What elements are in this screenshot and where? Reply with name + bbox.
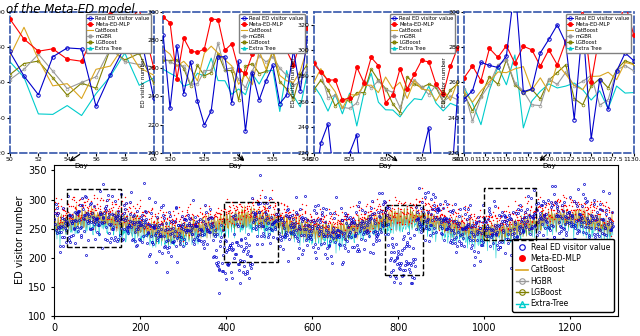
Legend: Real ED visitor value, Meta-ED-MLP, CatBoost, mGBR, LGBoost, Extra Tree: Real ED visitor value, Meta-ED-MLP, CatB… [86,14,151,53]
Bar [224,202,278,262]
Bar [67,189,121,247]
Bar [385,205,423,275]
Legend: Real ED visitor value, Meta-ED-MLP, CatBoost, mGBR, LGBoost, Extra Tree: Real ED visitor value, Meta-ED-MLP, CatB… [566,14,631,53]
X-axis label: Day: Day [228,163,242,169]
Legend: Real ED visitor value, Meta-ED-MLP, CatBoost, mGBR, LGBoost, Extra Tree: Real ED visitor value, Meta-ED-MLP, CatB… [239,14,305,53]
Text: of the Meta-ED model.: of the Meta-ED model. [6,3,139,16]
Legend: Real ED visitor value, Meta-ED-MLP, CatBoost, HGBR, LGBoost, Extra-Tree: Real ED visitor value, Meta-ED-MLP, CatB… [512,239,614,312]
Y-axis label: ED visitor number: ED visitor number [291,57,296,107]
X-axis label: Day: Day [379,163,392,169]
X-axis label: Day: Day [75,163,88,169]
Y-axis label: ED visitor number: ED visitor number [15,196,26,285]
X-axis label: Day: Day [542,163,556,169]
Legend: Real ED visitor value, Meta-ED-MLP, CatBoost, mGBR, LGBoost, Extra Tree: Real ED visitor value, Meta-ED-MLP, CatB… [390,14,455,53]
Y-axis label: ED visitor number: ED visitor number [141,57,146,107]
Bar [484,188,536,240]
Y-axis label: ED visitor number: ED visitor number [442,57,447,107]
